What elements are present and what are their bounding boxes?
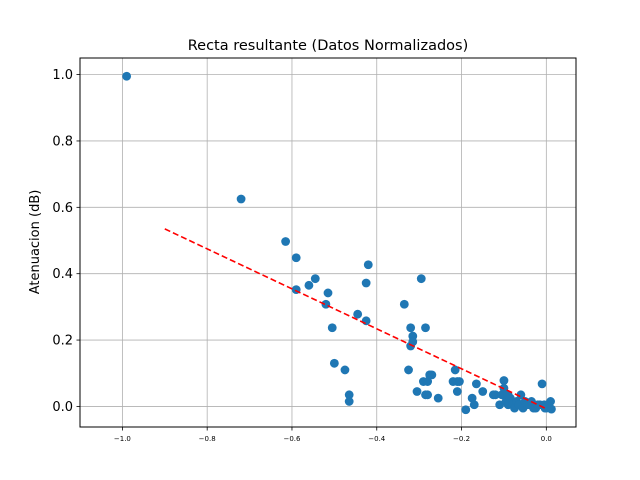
data-point-60 bbox=[516, 390, 526, 400]
data-point-10 bbox=[329, 358, 339, 368]
y-tick-label-4: 0.8 bbox=[52, 134, 73, 149]
data-point-36 bbox=[450, 365, 460, 375]
data-point-33 bbox=[427, 370, 437, 380]
data-point-15 bbox=[361, 316, 371, 326]
data-point-3 bbox=[291, 253, 301, 263]
y-tick-label-2: 0.4 bbox=[52, 267, 73, 282]
data-point-75 bbox=[547, 404, 556, 414]
data-point-48 bbox=[497, 390, 507, 400]
tick-marks bbox=[76, 74, 547, 431]
data-point-40 bbox=[461, 405, 471, 415]
tick-labels: −1.0 −0.8 −0.6 −0.4 −0.2 0.0 0.0 0.2 0.4 0.6 0.8 1.… bbox=[52, 68, 552, 443]
data-point-42 bbox=[469, 400, 479, 410]
x-tick-label-0: −1.0 bbox=[114, 435, 131, 443]
data-point-43 bbox=[471, 379, 481, 389]
data-point-11 bbox=[340, 365, 350, 375]
x-tick-label-1: −0.8 bbox=[199, 435, 216, 443]
data-point-29 bbox=[423, 377, 433, 386]
chart-title: Recta resultante (Datos Normalizados) bbox=[188, 38, 469, 54]
x-tick-label-3: −0.4 bbox=[368, 435, 386, 443]
y-axis-label: Atenuacion (dB) bbox=[28, 190, 43, 295]
data-point-5 bbox=[304, 280, 314, 290]
x-tick-label-4: −0.2 bbox=[453, 435, 470, 443]
data-point-0 bbox=[122, 71, 132, 81]
data-point-21 bbox=[406, 323, 416, 333]
data-point-18 bbox=[399, 299, 409, 309]
data-point-12 bbox=[344, 390, 354, 400]
data-point-25 bbox=[416, 274, 426, 284]
data-point-9 bbox=[327, 323, 337, 333]
y-tick-label-5: 1.0 bbox=[52, 68, 73, 83]
data-point-70 bbox=[537, 379, 547, 389]
data-point-49 bbox=[499, 376, 509, 385]
data-point-30 bbox=[423, 390, 433, 400]
data-point-27 bbox=[421, 323, 430, 333]
data-point-2 bbox=[281, 237, 291, 246]
data-point-13 bbox=[344, 397, 354, 406]
data-point-44 bbox=[478, 387, 488, 396]
data-point-24 bbox=[412, 387, 422, 396]
fit-line bbox=[164, 228, 547, 410]
data-point-37 bbox=[452, 387, 462, 396]
data-point-14 bbox=[353, 309, 363, 319]
axes-box bbox=[79, 57, 577, 428]
data-point-8 bbox=[323, 288, 333, 298]
data-point-17 bbox=[363, 260, 373, 270]
data-point-1 bbox=[236, 194, 246, 204]
y-tick-label-0: 0.0 bbox=[52, 400, 73, 415]
data-point-41 bbox=[467, 393, 477, 403]
data-point-34 bbox=[433, 393, 443, 403]
data-points bbox=[122, 71, 556, 415]
data-point-39 bbox=[455, 377, 464, 386]
data-point-16 bbox=[361, 278, 371, 288]
axes-frame bbox=[79, 57, 577, 428]
data-point-46 bbox=[491, 390, 500, 400]
x-tick-label-5: 0.0 bbox=[541, 435, 552, 443]
x-tick-label-2: −0.6 bbox=[283, 435, 301, 443]
grid-lines bbox=[80, 58, 576, 427]
data-point-74 bbox=[546, 397, 555, 406]
data-point-19 bbox=[404, 365, 413, 375]
y-tick-label-1: 0.2 bbox=[52, 334, 73, 349]
y-tick-label-3: 0.6 bbox=[52, 201, 73, 216]
data-point-6 bbox=[310, 274, 320, 284]
fit-line-group bbox=[164, 228, 547, 410]
